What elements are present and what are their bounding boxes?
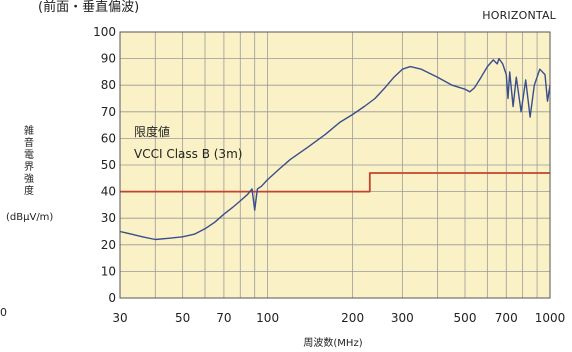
y-tick-label-30: 30 [101,211,116,225]
tick-layer: 0 10 20 30 40 50 60 70 80 90 100 30 50 70 100 200 300 500… [93,25,565,325]
y-tick-label-100: 100 [93,25,116,39]
y-tick-label-50: 50 [101,158,116,172]
measurement-line [119,57,551,241]
x-axis-title: 周波数(MHz) [303,338,363,349]
y-tick-label-0: 0 [108,291,116,305]
x-tick-label-300: 300 [391,311,414,325]
y-tick-label-40: 40 [101,185,116,199]
x-tick-label-500: 500 [454,311,477,325]
x-tick-label-50: 50 [175,311,190,325]
series-layer [119,57,551,241]
chart-header: (前面・垂直偏波) [38,0,140,15]
y-axis-title: 雑音電界強度 [24,126,34,197]
x-axis-title-wrap: 周波数(MHz) [0,334,572,349]
x-tick-label-1000: 1000 [535,311,566,325]
y-axis-unit: (dBμV/m) [6,212,54,223]
x-tick-label-30: 30 [112,311,127,325]
y-tick-label-60: 60 [101,131,116,145]
limit-annotation-line1: 限度値 [134,124,170,139]
x-tick-label-70: 70 [216,311,231,325]
stray-axis-label: 0 [0,306,7,319]
y-tick-label-10: 10 [101,264,116,278]
y-tick-label-70: 70 [101,105,116,119]
plot-frame [119,31,551,299]
x-tick-label-100: 100 [256,311,279,325]
x-tick-label-700: 700 [495,311,518,325]
y-tick-label-20: 20 [101,238,116,252]
limit-annotation-line2: VCCI Class B (3m) [134,147,242,161]
x-tick-label-200: 200 [341,311,364,325]
y-tick-label-90: 90 [101,52,116,66]
y-tick-label-80: 80 [101,78,116,92]
polarization-mode-label: HORIZONTAL [482,9,556,22]
limit-line [120,172,550,193]
